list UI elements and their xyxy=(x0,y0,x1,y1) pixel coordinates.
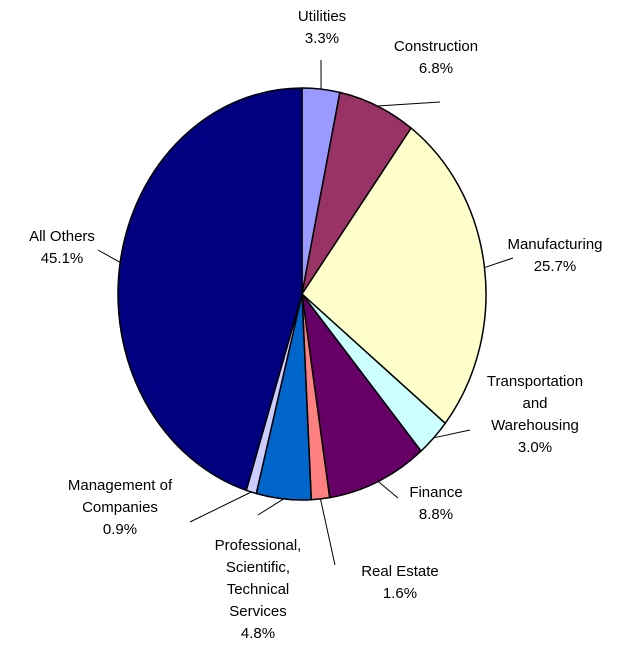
value-label: 1.6% xyxy=(382,585,418,602)
value-label: 0.9% xyxy=(102,521,138,538)
category-label: All Others xyxy=(29,228,95,245)
slice-label: All Others 45.1% xyxy=(17,226,107,270)
pie-slice xyxy=(301,293,422,499)
leader-line xyxy=(189,491,252,523)
value-label: 4.8% xyxy=(240,625,276,642)
slice-label: Real Estate 1.6% xyxy=(350,561,450,605)
pie-slice xyxy=(301,127,487,425)
value-label: 45.1% xyxy=(40,250,84,267)
value-label: 3.0% xyxy=(517,439,553,456)
category-label: Professional, Scientific, Technical Serv… xyxy=(214,537,302,620)
category-label: Finance xyxy=(409,484,463,501)
leader-line xyxy=(257,498,284,516)
slice-label: Manufacturing 25.7% xyxy=(500,234,610,278)
slice-label: Professional, Scientific, Technical Serv… xyxy=(208,535,308,645)
slice-label: Construction 6.8% xyxy=(381,36,491,80)
category-label: Manufacturing xyxy=(507,236,603,253)
value-label: 25.7% xyxy=(533,258,577,275)
slice-label: Utilities 3.3% xyxy=(277,6,367,50)
leader-line xyxy=(433,429,471,439)
category-label: Utilities xyxy=(297,8,347,25)
leader-line xyxy=(484,257,514,269)
slice-label: Management of Companies 0.9% xyxy=(63,475,178,541)
slice-label: Transportation and Warehousing 3.0% xyxy=(479,371,591,459)
leader-line xyxy=(97,249,121,263)
value-label: 6.8% xyxy=(418,60,454,77)
category-label: Management of Companies xyxy=(67,477,173,516)
category-label: Construction xyxy=(393,38,479,55)
leader-line xyxy=(319,498,336,566)
slice-label: Finance 8.8% xyxy=(391,482,481,526)
leader-line xyxy=(377,481,399,499)
category-label: Transportation and Warehousing xyxy=(486,373,584,434)
value-label: 8.8% xyxy=(418,506,454,523)
pie-slice xyxy=(117,87,303,492)
value-label: 3.3% xyxy=(304,30,340,47)
leader-line xyxy=(377,101,441,107)
category-label: Real Estate xyxy=(361,563,439,580)
